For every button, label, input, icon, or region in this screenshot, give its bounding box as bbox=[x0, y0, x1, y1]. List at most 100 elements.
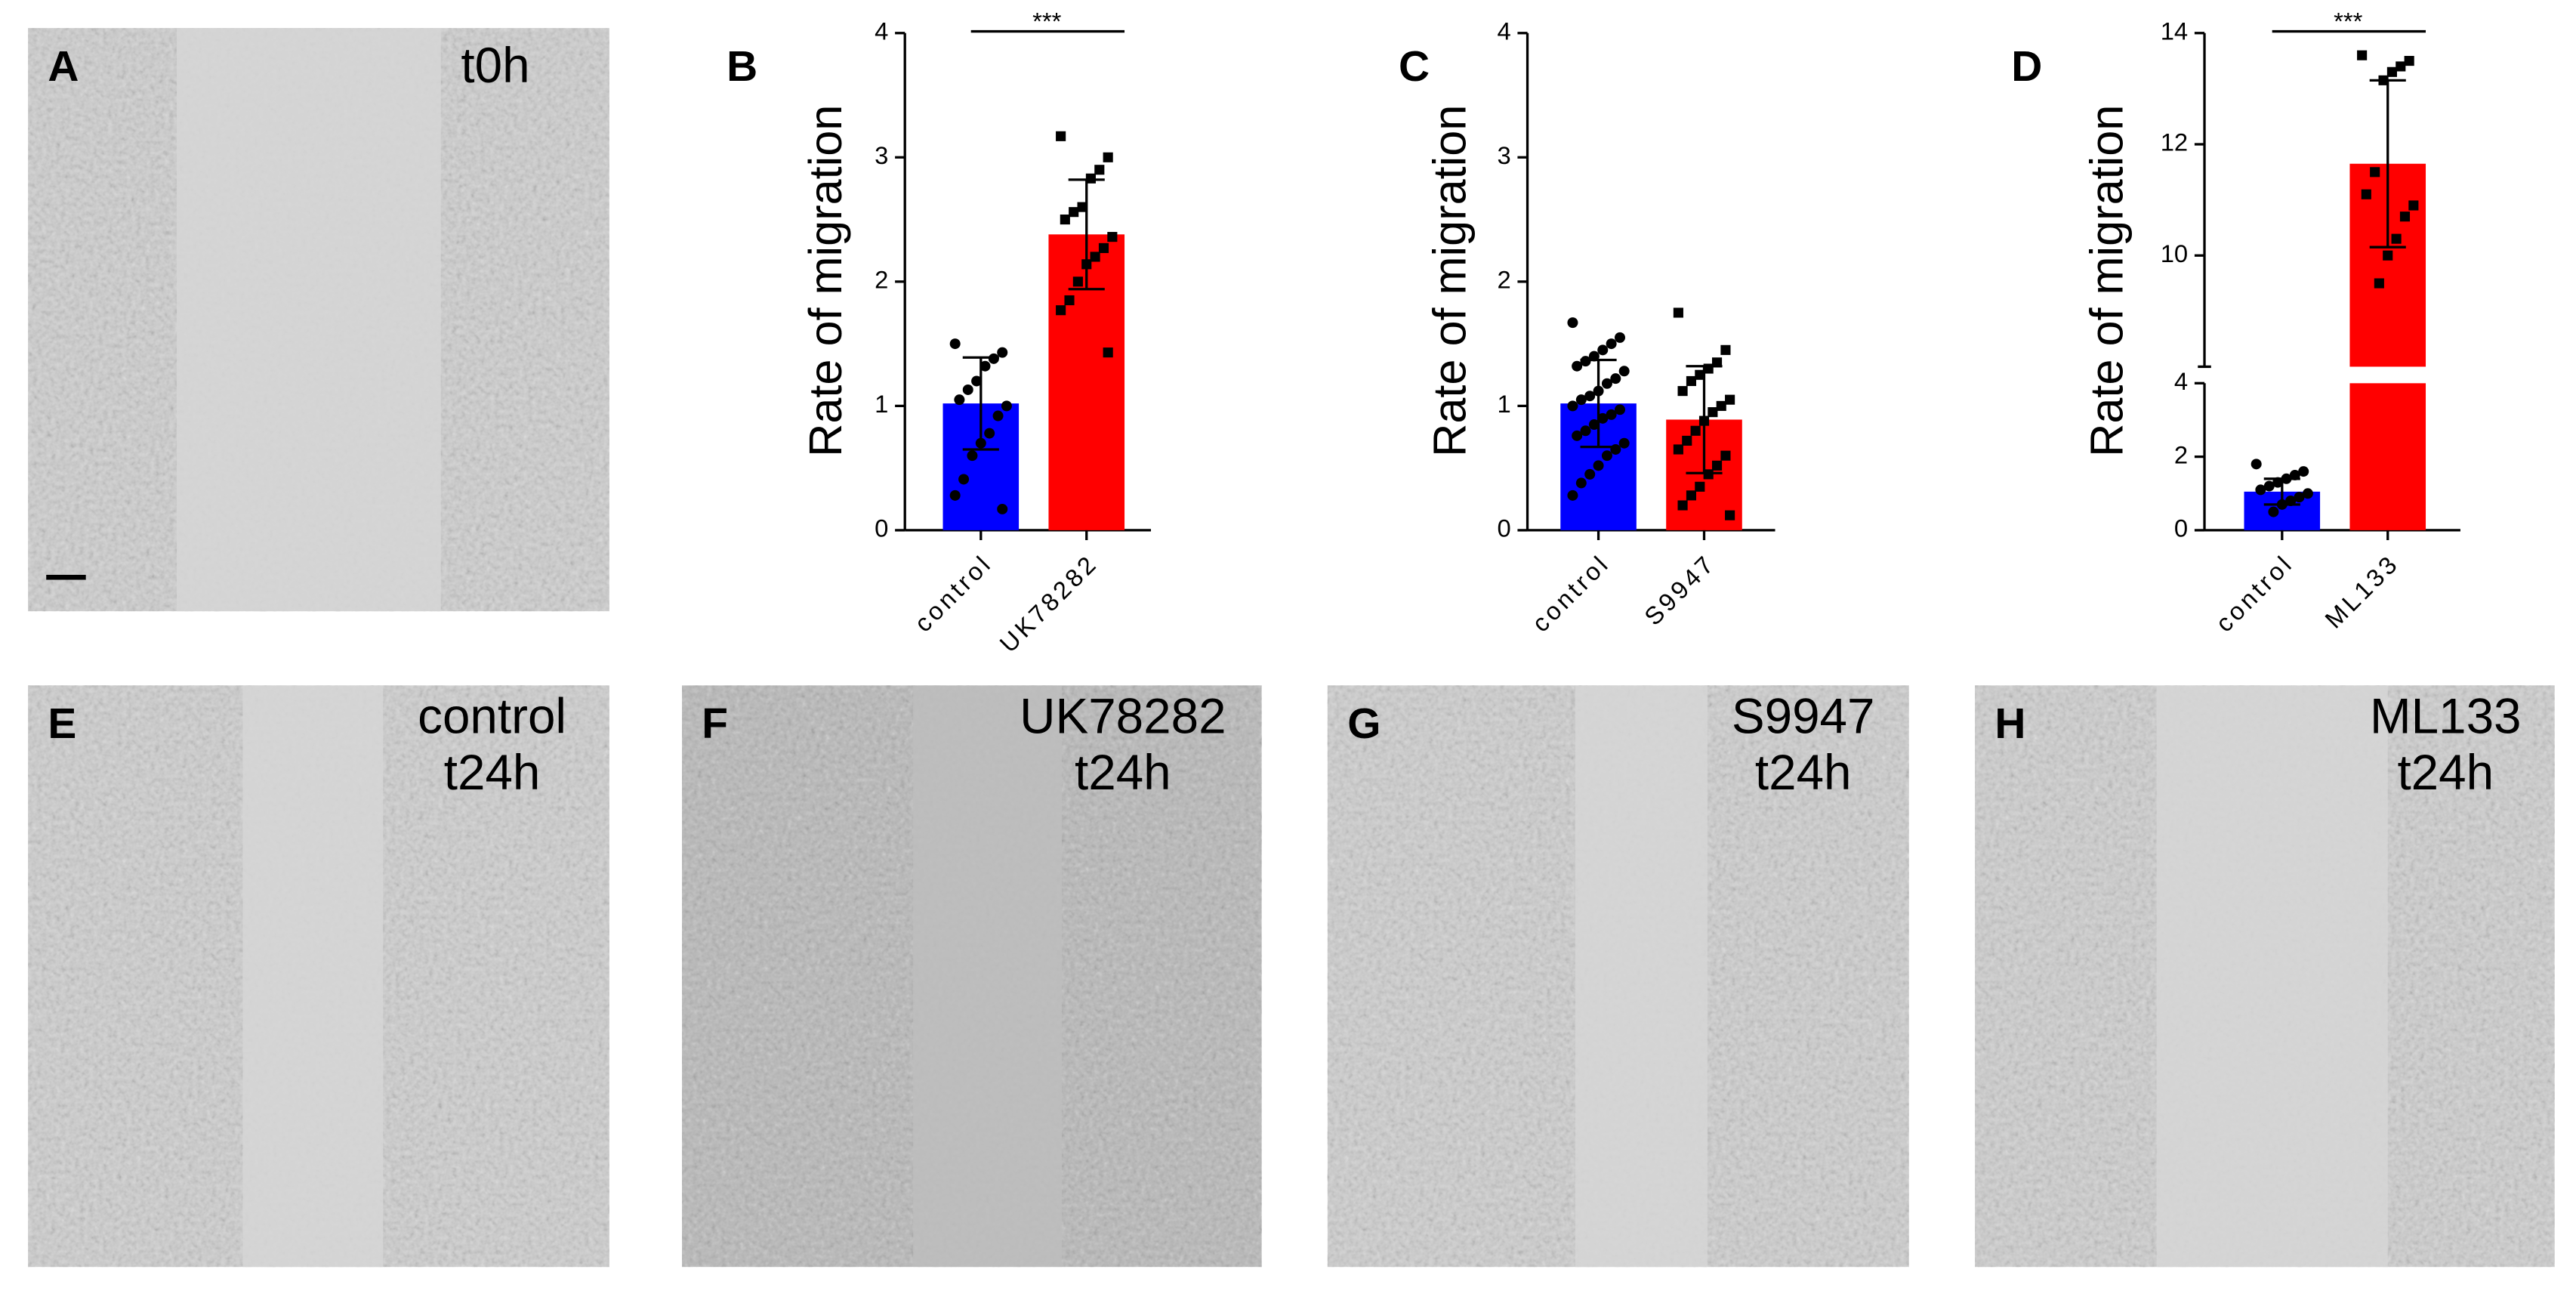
data-point bbox=[1597, 412, 1609, 424]
data-point bbox=[958, 474, 970, 485]
data-point bbox=[1593, 460, 1604, 471]
data-point bbox=[1593, 385, 1604, 397]
panel-caption: ML133 bbox=[2370, 689, 2522, 744]
data-point bbox=[1575, 477, 1587, 489]
data-point bbox=[1090, 252, 1100, 262]
y-tick-label: 0 bbox=[1497, 514, 1510, 542]
data-point bbox=[2361, 189, 2371, 199]
data-point bbox=[1703, 469, 1714, 480]
data-point bbox=[2285, 495, 2297, 506]
data-point bbox=[2378, 75, 2389, 85]
panel-caption: t24h bbox=[444, 745, 541, 800]
data-point bbox=[1085, 173, 1096, 184]
data-point bbox=[2268, 506, 2279, 517]
data-point bbox=[2298, 466, 2309, 477]
data-point bbox=[1698, 415, 1710, 426]
data-point bbox=[1708, 407, 1718, 418]
data-point bbox=[1712, 357, 1723, 368]
data-point bbox=[2357, 50, 2368, 60]
data-point bbox=[1580, 425, 1591, 437]
data-point bbox=[1584, 391, 1596, 402]
data-point bbox=[1588, 419, 1600, 431]
data-point bbox=[1614, 404, 1625, 415]
data-point bbox=[1567, 489, 1578, 501]
x-tick-label: S9947 bbox=[1639, 548, 1721, 631]
data-point bbox=[967, 450, 978, 462]
data-point bbox=[1580, 356, 1591, 367]
panel-caption: t0h bbox=[461, 38, 529, 93]
x-tick-label: control bbox=[909, 548, 997, 637]
data-point bbox=[2255, 484, 2266, 496]
data-point bbox=[1610, 373, 1621, 384]
data-point bbox=[1610, 443, 1621, 455]
data-point bbox=[2386, 66, 2397, 77]
data-point bbox=[1103, 347, 1113, 358]
panel-caption: UK78282 bbox=[1020, 689, 1226, 744]
data-point bbox=[1601, 450, 1612, 462]
data-point bbox=[1001, 400, 1012, 412]
x-tick-label: ML133 bbox=[2319, 548, 2405, 634]
data-point bbox=[1060, 215, 1070, 225]
chart: C Rate of migration 0 1 2 3 4 control S9947 bbox=[1399, 17, 1775, 638]
y-tick-label: 12 bbox=[2161, 128, 2188, 156]
panel-caption: t24h bbox=[1075, 745, 1171, 800]
data-point bbox=[1081, 259, 1092, 270]
data-point bbox=[1572, 360, 1583, 372]
data-point bbox=[971, 375, 983, 387]
data-point bbox=[1716, 400, 1726, 411]
data-point bbox=[2404, 56, 2414, 66]
data-point bbox=[1098, 242, 1109, 253]
y-tick-label: 4 bbox=[1497, 17, 1510, 45]
data-point bbox=[2370, 167, 2380, 178]
data-point bbox=[997, 347, 1008, 358]
data-point bbox=[1720, 450, 1731, 461]
y-tick-label: 2 bbox=[875, 265, 888, 293]
data-point bbox=[2251, 459, 2262, 470]
wound-gap bbox=[2156, 685, 2388, 1268]
axis-break-gap bbox=[2348, 366, 2428, 384]
panel-caption: S9947 bbox=[1732, 689, 1875, 744]
wound-gap bbox=[1575, 685, 1708, 1268]
data-point bbox=[1584, 468, 1596, 480]
panel-letter: E bbox=[48, 700, 76, 748]
data-point bbox=[1695, 481, 1705, 492]
y-tick-label: 4 bbox=[2174, 367, 2188, 395]
data-point bbox=[1614, 332, 1625, 343]
chart: D Rate of migration 0 2 4 10 12 14 control ML133 *… bbox=[2011, 7, 2460, 638]
wound-gap bbox=[242, 685, 384, 1268]
panel-caption: t24h bbox=[1755, 745, 1852, 800]
data-point bbox=[2374, 278, 2384, 289]
data-point bbox=[2289, 469, 2300, 480]
data-point bbox=[2391, 233, 2402, 244]
y-tick-label: 2 bbox=[2174, 440, 2188, 468]
data-point bbox=[1720, 344, 1731, 355]
panel-letter: D bbox=[2011, 43, 2042, 91]
y-tick-label: 1 bbox=[1497, 390, 1510, 418]
data-point bbox=[992, 410, 1004, 422]
x-tick-label: control bbox=[2210, 548, 2298, 637]
data-point bbox=[2263, 480, 2275, 492]
y-tick-label: 3 bbox=[1497, 141, 1510, 169]
data-point bbox=[2408, 200, 2419, 211]
data-point bbox=[975, 437, 986, 449]
data-point bbox=[1572, 430, 1583, 441]
data-point bbox=[1103, 152, 1113, 162]
data-point bbox=[1567, 400, 1578, 412]
y-axis-title: Rate of migration bbox=[1424, 105, 1475, 457]
data-point bbox=[1725, 510, 1735, 520]
data-point bbox=[2294, 492, 2305, 503]
data-point bbox=[2276, 499, 2288, 510]
y-tick-label: 10 bbox=[2161, 239, 2188, 267]
y-tick-label: 3 bbox=[875, 141, 888, 169]
data-point bbox=[1682, 435, 1692, 446]
data-point bbox=[1069, 207, 1079, 218]
data-point bbox=[962, 384, 973, 395]
data-point bbox=[2396, 61, 2406, 72]
y-tick-label: 4 bbox=[875, 17, 888, 45]
